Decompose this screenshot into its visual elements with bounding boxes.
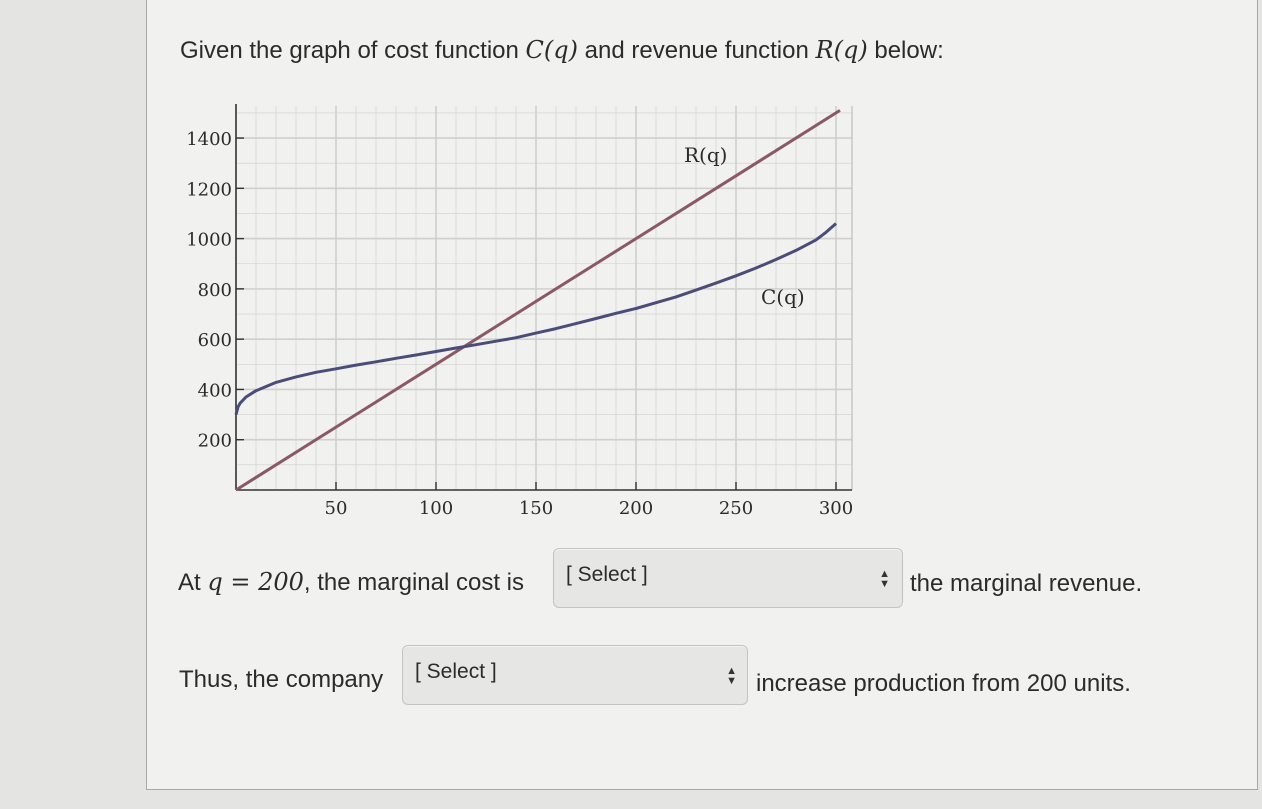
marginal-cost-question-start: At q = 200, the marginal cost is xyxy=(178,568,524,597)
line1-middle: , the marginal cost is xyxy=(303,569,524,596)
marginal-cost-question-end: the marginal revenue. xyxy=(910,570,1143,597)
series-label-cost: C(q) xyxy=(761,285,805,309)
x-tick-label: 300 xyxy=(819,498,853,519)
x-tick-label: 250 xyxy=(719,498,753,519)
cost-curve xyxy=(234,222,837,415)
tick-labels: 200 400 600 800 1000 1200 1400 50 100 150 200 250 30… xyxy=(186,129,853,519)
title-middle: and revenue function xyxy=(578,37,816,64)
cost-function-symbol: C(q) xyxy=(525,36,578,64)
y-tick-label: 400 xyxy=(198,380,232,401)
series xyxy=(234,109,841,492)
title-prefix: Given the graph of cost function xyxy=(180,37,526,64)
y-tick-label: 1400 xyxy=(186,129,232,150)
y-tick-label: 200 xyxy=(198,431,232,452)
y-tick-label: 1000 xyxy=(186,230,232,251)
cost-revenue-chart: 200 400 600 800 1000 1200 1400 50 100 150 200 250 30… xyxy=(186,104,853,519)
line1-prefix: At xyxy=(178,569,208,596)
title-suffix: below: xyxy=(867,37,944,64)
y-tick-label: 600 xyxy=(198,330,232,351)
q-equals-200: q = 200 xyxy=(207,568,304,596)
select-arrows-icon: ▲ ▼ xyxy=(726,665,737,687)
y-tick-label: 1200 xyxy=(186,179,232,200)
y-tick-label: 800 xyxy=(198,280,232,301)
x-tick-label: 200 xyxy=(619,498,653,519)
select-arrows-icon: ▲ ▼ xyxy=(879,568,890,590)
axes xyxy=(235,104,852,491)
revenue-curve xyxy=(235,109,841,492)
grid xyxy=(236,106,853,490)
revenue-function-symbol: R(q) xyxy=(815,36,868,64)
question-title: Given the graph of cost function C(q) an… xyxy=(180,36,944,65)
series-label-revenue: R(q) xyxy=(684,143,727,167)
production-decision-select[interactable]: [ Select ] ▲ ▼ xyxy=(402,645,748,705)
select-placeholder: [ Select ] xyxy=(566,563,648,586)
select-placeholder: [ Select ] xyxy=(415,660,497,683)
company-decision-start: Thus, the company xyxy=(179,666,384,693)
x-tick-label: 150 xyxy=(519,498,553,519)
x-tick-label: 50 xyxy=(325,498,348,519)
x-tick-label: 100 xyxy=(419,498,453,519)
company-decision-end: increase production from 200 units. xyxy=(756,670,1131,697)
marginal-cost-comparison-select[interactable]: [ Select ] ▲ ▼ xyxy=(553,548,903,608)
